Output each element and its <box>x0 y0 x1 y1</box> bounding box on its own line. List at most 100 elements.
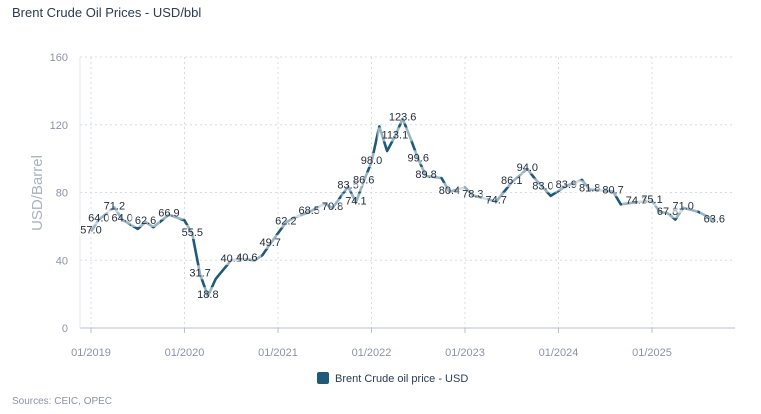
data-label: 68.5 <box>294 202 324 217</box>
data-label-bg <box>637 191 667 206</box>
data-label-bg <box>512 159 542 174</box>
data-label: 74.1 <box>341 193 371 208</box>
legend-swatch[interactable] <box>317 372 329 384</box>
data-label: 94.0 <box>512 159 542 174</box>
data-label-bg <box>131 212 160 227</box>
y-axis-label: USD/Barrel <box>29 155 46 231</box>
data-label-bg <box>349 172 379 187</box>
data-label-bg <box>551 176 581 191</box>
data-label: 62.2 <box>271 213 301 228</box>
y-tick-label: 40 <box>56 255 68 267</box>
data-label: 62.6 <box>131 212 160 227</box>
data-label-bg <box>435 182 464 197</box>
data-labels: 57.064.071.264.0 62.666.955.531.718.840.1… <box>76 109 729 302</box>
data-label-text: 71.2 <box>104 200 125 212</box>
data-label: 80.7 <box>598 182 628 197</box>
data-label-text: 99.6 <box>408 152 429 164</box>
data-label-bg <box>357 153 386 168</box>
data-label-text: 18.8 <box>197 289 218 301</box>
data-label-text: 70.8 <box>322 201 343 213</box>
data-label: 49.7 <box>255 234 285 249</box>
data-label-text: 74.7 <box>485 194 506 206</box>
y-tick-label: 80 <box>56 188 68 200</box>
data-label-text: 80.4 <box>439 185 460 197</box>
data-label: 78.3 <box>458 186 488 201</box>
legend-label[interactable]: Brent Crude oil price - USD <box>335 373 468 385</box>
data-label-bg <box>177 224 207 239</box>
grid <box>80 56 735 329</box>
axes: 0 40 80 120 160 01/2019 01/2020 01/2021 01/2022 0… <box>50 52 735 359</box>
data-label-text: 55.5 <box>182 227 203 239</box>
x-tick-label: 01/2020 <box>165 347 205 359</box>
data-label: 31.7 <box>185 265 215 280</box>
data-label: 40.6 <box>232 250 262 265</box>
data-label-text: 113.1 <box>382 129 409 141</box>
data-label-bg <box>232 250 262 265</box>
data-label-text: 83.9 <box>556 179 577 191</box>
data-label: 98.0 <box>357 153 386 168</box>
data-label-bg <box>385 109 421 124</box>
data-label-bg <box>271 213 301 228</box>
data-label: 86.1 <box>497 173 527 188</box>
data-label-bg <box>411 166 441 181</box>
data-label-bg <box>598 182 628 197</box>
data-label-text: 40.6 <box>236 252 257 264</box>
data-label-text: 49.7 <box>259 237 280 249</box>
data-label-text: 62.6 <box>135 215 156 227</box>
data-label-text: 80.7 <box>602 184 623 196</box>
data-label-text: 64.0 <box>111 213 132 225</box>
data-label-text: 83.0 <box>532 180 553 192</box>
data-label: 63.6 <box>699 211 729 226</box>
x-tick-label: 01/2025 <box>632 347 672 359</box>
data-label-bg <box>154 205 184 220</box>
data-label-text: 75.1 <box>641 194 662 206</box>
data-label-text: 89.8 <box>415 169 436 181</box>
data-label-text: 98.0 <box>361 155 382 167</box>
data-label: 83.9 <box>551 176 581 191</box>
data-label: 57.0 <box>76 222 106 237</box>
data-label-bg <box>99 198 129 213</box>
data-label-text: 86.6 <box>353 174 374 186</box>
chart-title: Brent Crude Oil Prices - USD/bbl <box>12 5 202 20</box>
data-label: 113.1 <box>377 127 413 142</box>
data-label-bg <box>575 180 605 195</box>
source-note: Sources: CEIC, OPEC <box>12 396 113 407</box>
data-label-text: 74.1 <box>345 195 366 207</box>
data-label: 81.8 <box>575 180 605 195</box>
data-label: 66.9 <box>154 205 184 220</box>
data-label: 74.7 <box>481 192 511 207</box>
data-label-text: 31.7 <box>189 267 210 279</box>
data-label-bg <box>403 150 433 165</box>
data-label: 64.0 <box>107 210 137 225</box>
data-label-text: 81.8 <box>579 182 600 194</box>
data-label-text: 62.2 <box>275 216 296 228</box>
data-label-bg <box>497 173 527 188</box>
data-label-text: 57.0 <box>80 224 101 236</box>
data-label-text: 86.1 <box>501 175 522 187</box>
x-tick-label: 01/2024 <box>539 347 579 359</box>
data-label-text: 63.6 <box>704 213 725 225</box>
data-label: 55.5 <box>177 224 207 239</box>
data-label: 18.8 <box>193 287 223 302</box>
x-tick-label: 01/2019 <box>71 347 111 359</box>
data-label: 64.0 <box>84 210 114 225</box>
data-label: 86.6 <box>349 172 379 187</box>
data-label-bg <box>668 198 698 213</box>
y-tick-label: 160 <box>50 52 68 64</box>
data-label-text: 64.0 <box>88 213 109 225</box>
data-label-bg <box>107 210 137 225</box>
data-label-bg <box>193 287 223 302</box>
data-label-bg <box>84 210 114 225</box>
data-label-bg <box>528 178 558 193</box>
y-tick-label: 120 <box>50 120 68 132</box>
y-tick-label: 0 <box>62 323 68 335</box>
data-label: 71.2 <box>99 198 129 213</box>
data-label-text: 94.0 <box>517 162 538 174</box>
data-label: 123.6 <box>385 109 421 124</box>
x-tick-label: 01/2023 <box>445 347 485 359</box>
data-label-bg <box>318 199 347 214</box>
data-label-bg <box>76 222 106 237</box>
legend[interactable]: Brent Crude oil price - USD <box>317 372 468 385</box>
data-label: 99.6 <box>403 150 433 165</box>
data-label-bg <box>377 127 413 142</box>
